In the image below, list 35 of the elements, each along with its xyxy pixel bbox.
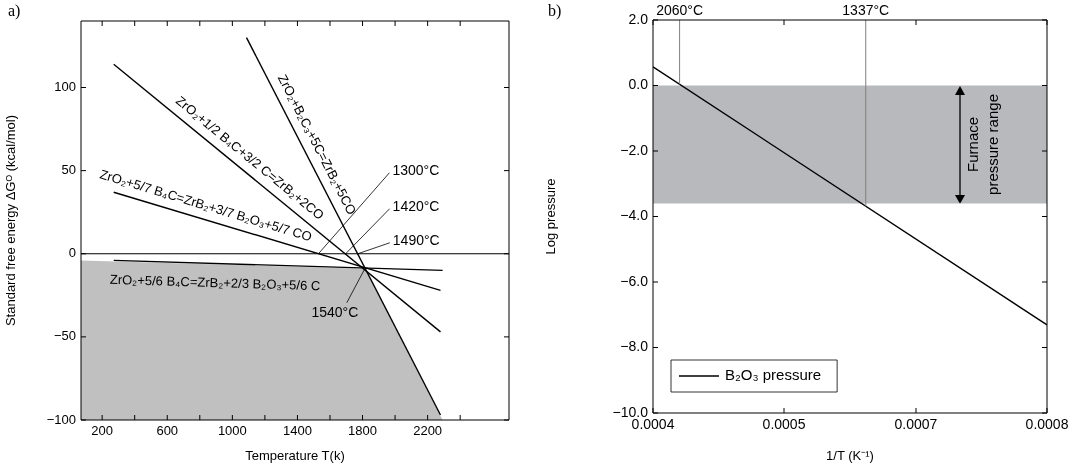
y-tick-label: 0.0 (628, 76, 649, 93)
x-tick-label: 0.0008 (1025, 416, 1069, 433)
y-tick-label: 0 (68, 245, 76, 261)
x-tick-label: 1000 (217, 423, 247, 439)
ref-line-label: 2060°C (656, 1, 704, 18)
ref-line-label: 1337°C (842, 1, 890, 18)
y-axis-title: Standard free energy ΔGᴼ (kcal/mol) (3, 114, 19, 327)
x-tick-label: 1400 (282, 423, 312, 439)
y-tick-label: −6.0 (620, 272, 649, 289)
y-tick-label: −2.0 (620, 141, 649, 158)
annotation: 1490°C (392, 231, 440, 248)
legend-label: B₂O₃ pressure (725, 366, 822, 384)
y-tick-label: 100 (54, 79, 76, 95)
x-tick-label: 600 (156, 423, 179, 439)
annotation: 1420°C (392, 197, 440, 214)
y-tick-label: 2.0 (628, 10, 649, 27)
y-tick-label: −4.0 (620, 207, 649, 224)
x-axis-title: Temperature T(k) (245, 447, 345, 463)
x-tick-label: 0.0005 (762, 416, 806, 433)
y-tick-label: −100 (46, 411, 76, 427)
x-tick-label: 1800 (348, 423, 377, 439)
y-tick-label: −8.0 (620, 338, 649, 355)
series-label: ZrO₂+5/6 B₄C=ZrB₂+2/3 B₂O₃+5/6 C (109, 271, 321, 294)
x-axis-title: 1/T (K⁻¹) (826, 447, 874, 463)
y-tick-label: 50 (61, 162, 76, 178)
y-axis-title: Log pressure (543, 178, 559, 255)
chart-title: a) (8, 2, 21, 21)
x-tick-label: 0.0007 (894, 416, 938, 433)
chart-title: b) (548, 2, 562, 21)
band-label: Furnace pressure range (964, 94, 1002, 195)
x-tick-label: 2200 (413, 423, 443, 439)
annotation: 1300°C (392, 161, 440, 178)
y-tick-label: −50 (53, 328, 76, 344)
annotation: 1540°C (311, 303, 359, 320)
x-tick-label: 200 (91, 423, 114, 439)
